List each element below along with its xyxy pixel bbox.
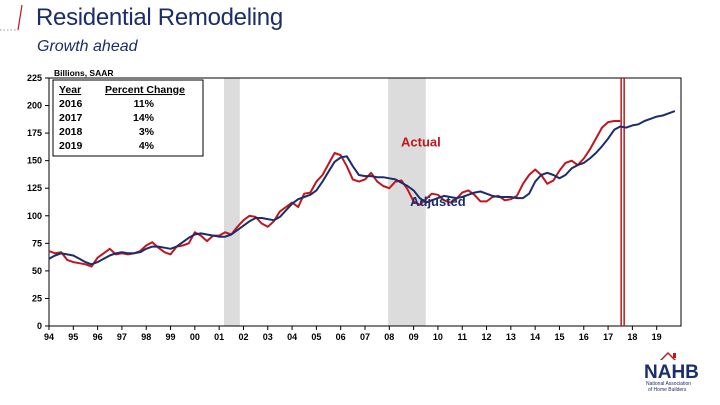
forecast-marker <box>620 78 625 326</box>
recession-shading <box>224 78 426 326</box>
x-tick-label-19: 19 <box>652 332 662 342</box>
table-value-2016: 11% <box>134 98 155 110</box>
x-tick-label-94: 94 <box>44 332 54 342</box>
annotation-actual: Actual <box>401 134 441 149</box>
x-tick-label-09: 09 <box>409 332 419 342</box>
x-tick-label-02: 02 <box>238 332 248 342</box>
unit-label: Billions, SAAR <box>54 68 114 78</box>
house-roof-icon <box>660 352 676 360</box>
table-value-2017: 14% <box>133 112 155 124</box>
x-tick-label-05: 05 <box>311 332 321 342</box>
header-accent <box>0 4 23 31</box>
logo-subtext-1: National Association <box>646 381 691 387</box>
x-tick-label-99: 99 <box>166 332 176 342</box>
table-year-2016: 2016 <box>59 98 83 110</box>
slide-subtitle: Growth ahead <box>37 38 138 55</box>
y-tick-label-125: 125 <box>27 183 42 193</box>
x-tick-label-04: 04 <box>287 332 297 342</box>
x-tick-label-98: 98 <box>141 332 151 342</box>
y-tick-label-75: 75 <box>32 238 42 248</box>
nahb-logo: NAHB National Association of Home Builde… <box>644 352 699 393</box>
table-header-percent: Percent Change <box>105 84 185 96</box>
percent-change-table: Year Percent Change 2016 11% 2017 14% 2018 3% 20… <box>52 79 204 157</box>
y-tick-label-50: 50 <box>32 266 42 276</box>
x-tick-label-11: 11 <box>457 332 467 342</box>
recession-band-1 <box>388 78 426 326</box>
y-tick-label-175: 175 <box>27 128 42 138</box>
x-tick-label-17: 17 <box>603 332 613 342</box>
x-axis-ticks: 94 95 96 97 98 99 00 01 02 03 04 05 06 07 08 09 10 11 12 13… <box>44 326 662 342</box>
table-value-2018: 3% <box>139 126 155 138</box>
table-year-2018: 2018 <box>59 126 83 138</box>
x-tick-label-07: 07 <box>360 332 370 342</box>
table-box <box>52 79 204 157</box>
series-annotations: Actual Adjusted <box>401 134 466 209</box>
x-tick-label-12: 12 <box>482 332 492 342</box>
x-tick-label-95: 95 <box>68 332 78 342</box>
x-tick-label-96: 96 <box>93 332 103 342</box>
x-tick-label-03: 03 <box>263 332 273 342</box>
y-tick-label-150: 150 <box>27 156 42 166</box>
x-tick-label-10: 10 <box>433 332 443 342</box>
x-tick-label-18: 18 <box>627 332 637 342</box>
y-tick-label-200: 200 <box>27 101 42 111</box>
x-tick-label-15: 15 <box>554 332 564 342</box>
slide-title: Residential Remodeling <box>36 4 283 31</box>
recession-band-0 <box>224 78 240 326</box>
table-year-2019: 2019 <box>59 140 83 152</box>
remodeling-chart: 0 25 50 75 100 125 150 175 200 225 94 95 96 97 98 99 00… <box>27 68 682 342</box>
x-tick-label-13: 13 <box>506 332 516 342</box>
y-axis-ticks: 0 25 50 75 100 125 150 175 200 225 <box>27 73 49 331</box>
series-line-adjusted <box>48 110 676 266</box>
table-header-year: Year <box>59 84 81 96</box>
y-tick-label-100: 100 <box>27 211 42 221</box>
x-tick-label-16: 16 <box>579 332 589 342</box>
table-year-2017: 2017 <box>59 112 83 124</box>
x-tick-label-08: 08 <box>384 332 394 342</box>
series-line-actual <box>48 120 621 268</box>
series-lines <box>48 110 676 268</box>
table-value-2019: 4% <box>139 140 155 152</box>
x-tick-label-00: 00 <box>190 332 200 342</box>
x-tick-label-01: 01 <box>214 332 224 342</box>
x-tick-label-14: 14 <box>530 332 540 342</box>
annotation-adjusted: Adjusted <box>410 194 466 209</box>
logo-wordmark: NAHB <box>644 362 699 383</box>
y-tick-label-0: 0 <box>37 321 42 331</box>
x-tick-label-97: 97 <box>117 332 127 342</box>
y-tick-label-225: 225 <box>27 73 42 83</box>
x-tick-label-06: 06 <box>336 332 346 342</box>
logo-subtext-2: of Home Builders <box>648 387 687 393</box>
y-tick-label-25: 25 <box>32 293 42 303</box>
